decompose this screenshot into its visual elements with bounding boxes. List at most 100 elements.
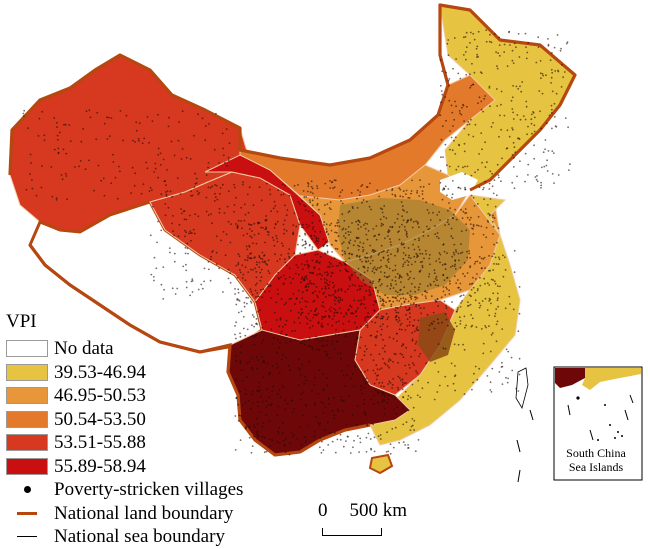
village-dot (264, 436, 266, 439)
village-dot (298, 218, 300, 221)
village-dot (518, 373, 521, 376)
village-dot (168, 116, 171, 119)
village-dot (190, 239, 192, 242)
village-dot (356, 197, 358, 200)
village-dot (417, 379, 420, 382)
village-dot (357, 223, 360, 226)
village-dot (478, 367, 481, 370)
village-dot (455, 105, 457, 108)
village-dot (524, 118, 527, 121)
village-dot (364, 345, 367, 347)
village-dot (408, 324, 411, 327)
village-dot (310, 282, 313, 285)
village-dot (177, 235, 180, 238)
village-dot (424, 295, 427, 297)
village-dot (390, 253, 392, 256)
village-dot (305, 284, 307, 287)
village-dot (260, 276, 263, 278)
village-dot (138, 122, 141, 125)
village-dot (281, 325, 284, 328)
village-dot (380, 394, 383, 397)
village-dot (457, 72, 460, 75)
village-dot (490, 41, 493, 44)
village-dot (31, 179, 33, 181)
village-dot (301, 342, 304, 345)
village-dot (173, 260, 176, 263)
village-dot (265, 406, 268, 408)
village-dot (455, 249, 457, 251)
village-dot (463, 393, 466, 395)
village-dot (337, 333, 340, 336)
village-dot (462, 166, 464, 169)
village-dot (241, 227, 243, 230)
village-dot (454, 260, 457, 262)
village-dot (505, 348, 508, 351)
village-dot (376, 390, 379, 392)
village-dot (344, 335, 347, 338)
village-dot (303, 204, 305, 207)
village-dot (476, 273, 478, 275)
village-dot (23, 109, 26, 112)
village-dot (401, 215, 403, 218)
village-dot (270, 404, 272, 407)
village-dot (283, 258, 286, 261)
village-dot (470, 118, 472, 121)
village-dot (394, 397, 396, 400)
village-dot (256, 282, 258, 285)
village-dot (365, 186, 368, 188)
village-dot (466, 165, 469, 168)
village-dot (213, 148, 216, 151)
village-dot (496, 65, 498, 68)
village-dot (107, 116, 110, 119)
village-dot (494, 312, 497, 315)
village-dot (239, 360, 242, 362)
village-dot (324, 287, 327, 289)
village-dot (332, 397, 335, 399)
village-dot (255, 276, 258, 279)
village-dot (442, 286, 445, 288)
village-dot (439, 59, 442, 61)
village-dot (506, 381, 509, 384)
village-dot (499, 285, 501, 288)
village-dot (227, 220, 230, 223)
village-dot (421, 387, 424, 390)
village-dot (331, 180, 334, 183)
village-dot (339, 191, 342, 194)
village-dot (493, 243, 495, 246)
village-dot (157, 113, 159, 116)
village-dot (331, 243, 333, 246)
village-dot (264, 241, 266, 244)
village-dot (310, 310, 312, 312)
village-dot (417, 246, 420, 248)
village-dot (451, 301, 453, 303)
village-dot (365, 348, 368, 350)
village-dot (246, 193, 249, 196)
village-dot (414, 343, 417, 345)
village-dot (415, 305, 417, 308)
village-dot (406, 398, 409, 401)
village-dot (244, 266, 247, 269)
village-dot (304, 286, 307, 289)
village-dot (407, 300, 410, 303)
village-dot (233, 204, 236, 206)
village-dot (207, 261, 210, 263)
inset-sea-dashes (567, 394, 634, 441)
village-dot (333, 417, 336, 420)
village-dot (449, 148, 451, 151)
village-dot (498, 54, 501, 57)
village-dot (247, 211, 250, 214)
village-dot (328, 308, 331, 311)
village-dot (376, 294, 379, 297)
village-dot (492, 269, 494, 271)
village-dot (513, 249, 516, 252)
village-dot (480, 108, 483, 111)
village-dot (95, 138, 98, 141)
village-dot (477, 102, 479, 105)
village-dot (246, 362, 249, 365)
village-dot (60, 174, 63, 176)
village-dot (400, 322, 403, 325)
village-dot (333, 179, 336, 182)
village-dot (462, 54, 465, 56)
village-dot (560, 47, 562, 50)
village-dot (235, 378, 238, 381)
